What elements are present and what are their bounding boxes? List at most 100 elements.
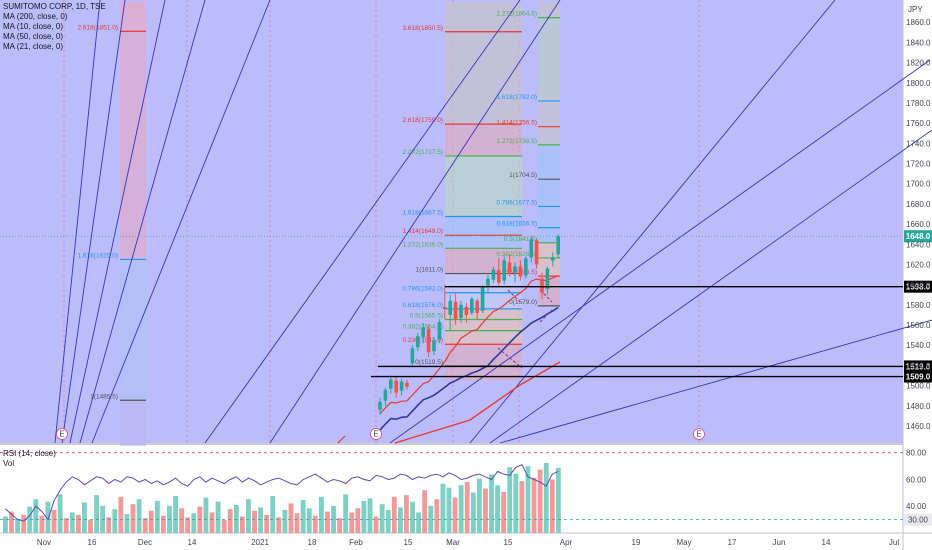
currency-label: JPY xyxy=(908,5,923,14)
volume-bar-61 xyxy=(373,516,379,533)
candle-body-16 xyxy=(464,306,469,315)
gann-fan-line-0 xyxy=(54,0,101,444)
volume-bar-78 xyxy=(476,478,482,533)
volume-bar-50 xyxy=(306,508,312,533)
time-tick-0: Nov xyxy=(37,538,51,547)
candle-body-26 xyxy=(518,266,523,277)
fib-nov-zone-3 xyxy=(120,400,146,447)
candle-body-5 xyxy=(405,382,409,387)
candle-body-15 xyxy=(459,304,463,318)
fib-nov: 2.618(1851.0) 1.618(1625.0) 1(1485.5) xyxy=(78,2,146,447)
volume-bar-36 xyxy=(221,519,227,533)
volume-bar-85 xyxy=(519,481,525,533)
ma21-legend: MA (21, close, 0) xyxy=(3,42,64,51)
volume-bar-72 xyxy=(440,483,446,533)
gann-fan-line-3 xyxy=(79,0,206,444)
candle-body-18 xyxy=(475,300,479,313)
earnings-marker-label-1: E xyxy=(373,430,378,439)
volume-bar-51 xyxy=(312,515,318,533)
earnings-marker-label-2: E xyxy=(696,430,701,439)
volume-bar-52 xyxy=(318,496,324,533)
time-tick-13: 17 xyxy=(728,538,737,547)
price-tick-10: 1660.0 xyxy=(906,220,931,229)
fib-mar-zone-3 xyxy=(538,144,560,207)
fib-mar-zone-1 xyxy=(538,17,560,101)
price-tick-19: 1840.0 xyxy=(906,38,931,47)
volume-bar-2 xyxy=(15,519,21,533)
fib-feb-level-label-12: 0(1519.5) xyxy=(415,359,443,366)
volume-bar-48 xyxy=(294,513,300,533)
gann-fan-line-2 xyxy=(69,0,166,444)
volume-bar-41 xyxy=(252,510,257,533)
candle-body-10 xyxy=(432,340,436,352)
volume-bar-84 xyxy=(513,473,519,533)
candle-body-33 xyxy=(556,236,560,255)
volume-bar-75 xyxy=(458,485,464,533)
time-tick-11: 19 xyxy=(632,538,641,547)
volume-bar-6 xyxy=(39,515,45,533)
price-tick-20: 1860.0 xyxy=(906,18,931,27)
price-tick-6: 1580.0 xyxy=(906,301,931,310)
time-tick-10: Apr xyxy=(560,538,573,547)
fib-feb-level-label-7: 0.786(1592.0) xyxy=(403,286,443,293)
volume-bar-73 xyxy=(446,487,452,533)
price-tick-3: 1520.0 xyxy=(906,361,931,370)
fib-mar-level-label-9: 0.236(1608.5) xyxy=(497,269,537,276)
candle-body-2 xyxy=(389,379,393,389)
price-tick-12: 1700.0 xyxy=(906,180,931,189)
fib-feb-zone-0 xyxy=(445,2,522,125)
volume-bar-69 xyxy=(422,490,428,533)
candle-body-17 xyxy=(470,298,474,313)
fib-feb-zone-3 xyxy=(445,216,522,249)
volume-bar-0 xyxy=(3,516,8,533)
earnings-marker-label-0: E xyxy=(59,430,64,439)
candle-body-24 xyxy=(507,262,512,273)
fib-feb-level-label-3: 1.618(1667.5) xyxy=(403,210,443,217)
volume-bar-15 xyxy=(94,495,100,533)
candle-body-30 xyxy=(540,278,544,293)
price-tick-14: 1740.0 xyxy=(906,139,931,148)
volume-bar-77 xyxy=(470,492,476,533)
fib-feb-zone-7 xyxy=(445,344,522,381)
volume-bar-5 xyxy=(33,499,39,533)
volume-bar-86 xyxy=(525,466,531,533)
price-tick-7: 1600.0 xyxy=(906,281,931,290)
volume-bar-83 xyxy=(507,467,513,533)
volume-bar-26 xyxy=(160,515,166,533)
volume-bar-62 xyxy=(379,504,385,533)
fib-mar-level-label-6: 0.618(1656.5) xyxy=(497,221,537,228)
rsi-line xyxy=(5,464,559,522)
last-price-tag: 1648.0 xyxy=(906,232,931,241)
time-tick-14: Jun xyxy=(773,538,786,547)
fib-nov-zone-2 xyxy=(120,259,146,401)
candle-body-21 xyxy=(491,269,496,280)
vol-title: Vol xyxy=(3,459,15,468)
fib-nov-zone-1 xyxy=(120,31,146,260)
price-tick-16: 1780.0 xyxy=(906,99,931,108)
price-tick-11: 1680.0 xyxy=(906,200,931,209)
volume-bar-40 xyxy=(246,499,251,533)
fib-mar-zone-4 xyxy=(538,206,560,243)
candle-body-6 xyxy=(410,348,415,364)
volume-bar-87 xyxy=(531,477,537,533)
fib-feb-level-label-8: 0.618(1576.0) xyxy=(403,302,443,309)
price-tick-13: 1720.0 xyxy=(906,160,931,169)
volume-bar-58 xyxy=(355,508,361,533)
fib-mar-level-label-3: 1.272(1738.5) xyxy=(497,138,537,145)
earnings-marker-2 xyxy=(693,428,705,440)
volume-bar-31 xyxy=(191,513,197,533)
fib-mar-level-label-8: 0.382(1626.5) xyxy=(497,251,537,258)
ma50-legend: MA (50, close, 0) xyxy=(3,32,64,41)
volume-bar-57 xyxy=(349,512,355,533)
volume-bar-33 xyxy=(203,497,209,533)
rsi-legend: RSI (14, close) Vol xyxy=(3,449,56,469)
candle-body-19 xyxy=(480,286,485,311)
price-tick-15: 1760.0 xyxy=(906,119,931,128)
price-tag-2: 1509.0 xyxy=(906,373,931,382)
candle-body-14 xyxy=(453,301,458,319)
fib-mar: 2.272(1864.5) 1.618(1782.0) 1.414(1756.5) 1… xyxy=(497,2,560,307)
candle-body-0 xyxy=(378,401,382,410)
volume-bar-64 xyxy=(391,496,397,533)
